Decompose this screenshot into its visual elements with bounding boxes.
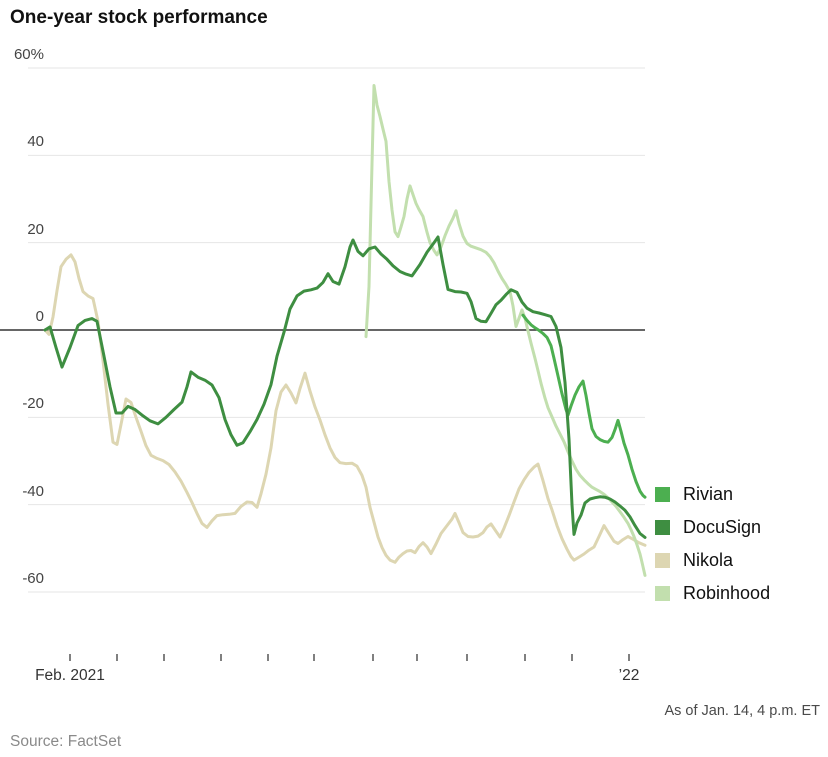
y-axis-label: 0 [35, 308, 44, 325]
legend-item-nikola: Nikola [655, 544, 770, 577]
y-axis-label: 60% [13, 46, 44, 63]
series-line-docusign [43, 235, 647, 539]
legend: Rivian DocuSign Nikola Robinhood [655, 478, 770, 610]
legend-label: Robinhood [683, 583, 771, 603]
legend-swatch-docusign [655, 520, 670, 535]
asof-note: As of Jan. 14, 4 p.m. ET [664, 703, 820, 719]
legend-label: DocuSign [683, 517, 762, 537]
legend-swatch-robinhood [655, 586, 670, 601]
y-axis-label: -20 [22, 395, 44, 413]
chart-title: One-year stock performance [10, 7, 268, 28]
legend-label: Rivian [683, 484, 734, 504]
legend-item-robinhood: Robinhood [655, 577, 770, 610]
legend-item-rivian: Rivian [655, 478, 770, 511]
series-line-nikola [43, 253, 647, 564]
x-axis-label-end: ’22 [618, 667, 640, 684]
legend-swatch-nikola [655, 553, 670, 568]
series-line-robinhood [364, 84, 647, 577]
legend-label: Nikola [683, 550, 734, 570]
y-axis-label: 20 [27, 220, 44, 238]
source-note: Source: FactSet [10, 733, 122, 750]
y-axis-label: 40 [27, 133, 44, 151]
y-axis-label: -40 [22, 482, 44, 500]
y-axis-label: -60 [22, 570, 44, 587]
x-axis-label-start: Feb. 2021 [35, 667, 105, 684]
legend-item-docusign: DocuSign [655, 511, 770, 544]
series-line-rivian [521, 313, 647, 499]
legend-swatch-rivian [655, 487, 670, 502]
